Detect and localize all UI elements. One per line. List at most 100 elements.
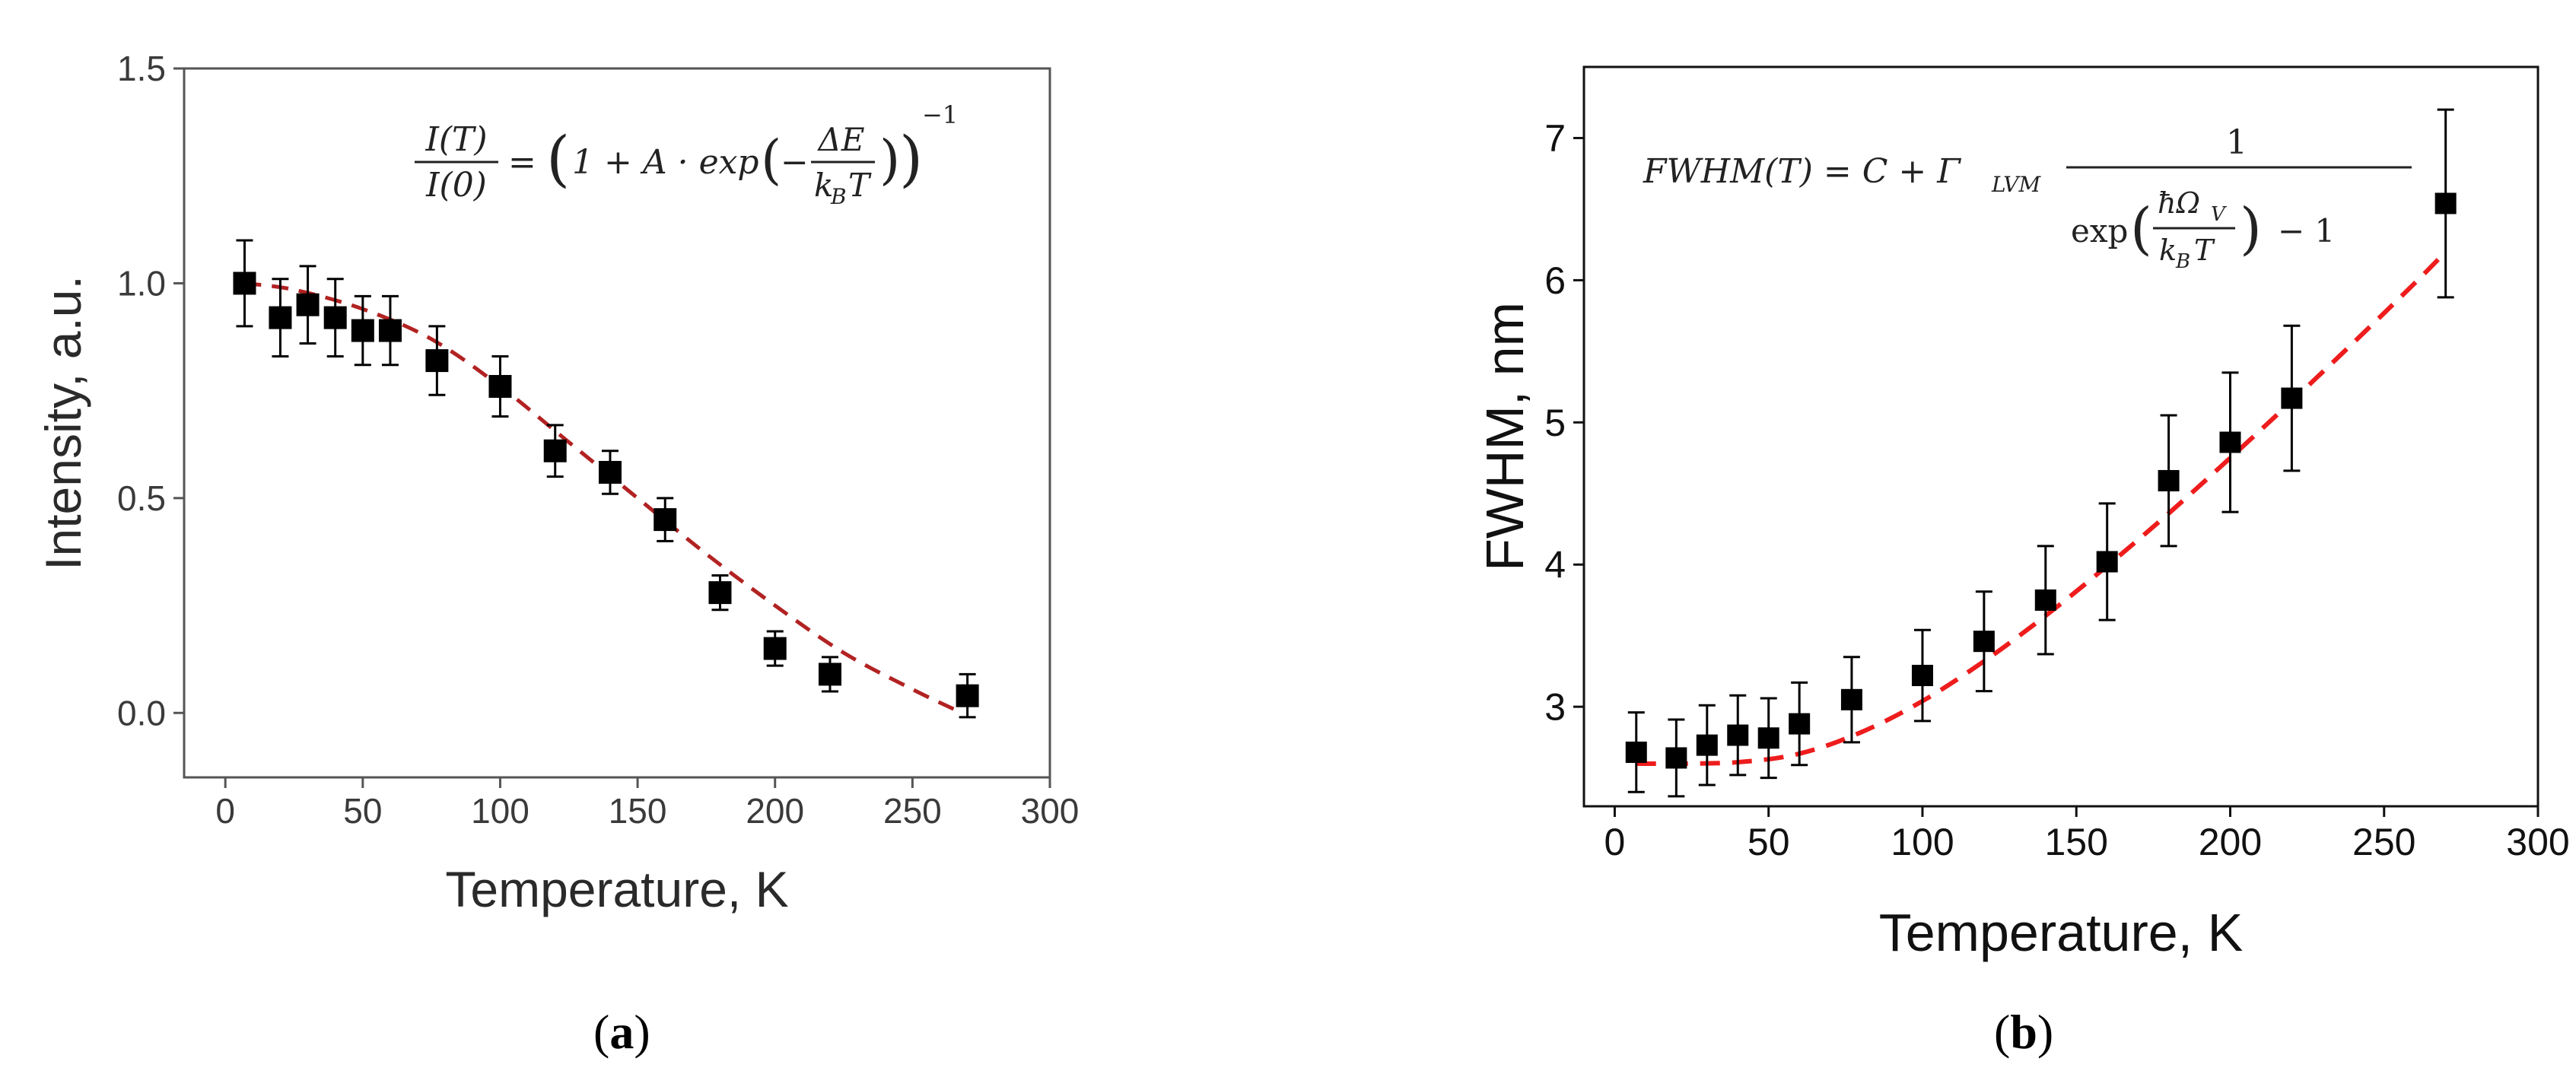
formula-b-lhs-sub: LVM [1991, 172, 2041, 197]
formula-b-inner-num-sub: V [2211, 203, 2227, 226]
panel-b-data-point [2158, 414, 2180, 548]
panel-a-caption: (a) [593, 1005, 650, 1059]
formula-b-open-paren: ( [2130, 196, 2152, 262]
panel-a-x-tick-label: 200 [746, 791, 804, 831]
panel-b-marker [1625, 741, 1647, 763]
panel-b-x-tick-label: 150 [2045, 821, 2108, 863]
formula-b-inner-den-k: k [2159, 234, 2177, 267]
panel-a-marker [425, 349, 449, 373]
panel-b-data-points [1625, 108, 2457, 798]
panel-a-data-point [488, 354, 512, 418]
formula-a-lhs-numerator: I(T) [425, 120, 487, 159]
panel-a-x-tick-label: 250 [883, 791, 942, 831]
panel-b-formula: FWHM(T) = C + Γ LVM 1 exp ( ħΩ V k B T )… [1643, 123, 2412, 273]
panel-a-data-points [233, 239, 979, 719]
panel-b-data-point [1727, 694, 1749, 777]
panel-a-y-tick-label: 0.0 [117, 693, 166, 732]
panel-b-x-tick-label: 200 [2199, 821, 2262, 863]
panel-a-chart: 0 50 100 150 200 250 300 0.0 0.5 1.0 1.5 Temperat… [35, 49, 1079, 917]
panel-a-marker [708, 581, 732, 605]
panel-b-x-tick-label: 50 [1748, 821, 1790, 863]
panel-b-x-tick-label: 300 [2506, 821, 2569, 863]
panel-a-marker [763, 637, 787, 660]
panel-b-fit-curve-group [1636, 249, 2447, 767]
panel-b-y-tick-label: 5 [1544, 402, 1566, 444]
panel-b-marker [1789, 713, 1811, 735]
panel-a-data-point [323, 278, 347, 358]
formula-a-one-plus-a: 1 + A · exp [572, 143, 759, 182]
panel-a-marker [488, 374, 512, 398]
formula-b-inner-den-sub: B [2175, 250, 2190, 273]
panel-b-y-tick-label: 3 [1544, 686, 1566, 729]
formula-a-equals: = [508, 143, 536, 182]
panel-b-data-point [1757, 697, 1779, 780]
panel-b-data-point [1911, 628, 1933, 723]
formula-b-inner-den-t: T [2194, 234, 2215, 267]
panel-b-caption-open: ( [1994, 1005, 2010, 1059]
panel-b-x-tick-label: 100 [1891, 821, 1954, 863]
formula-a-close-paren: ) [899, 123, 923, 194]
panel-a-data-point [763, 630, 787, 667]
formula-b-exp: exp [2071, 212, 2128, 249]
panel-b-data-point [2281, 324, 2303, 472]
panel-a-marker [296, 293, 320, 316]
formula-b-lhs: FWHM(T) = C + Γ [1643, 152, 1961, 191]
formula-a-power: −1 [922, 100, 958, 129]
panel-a-marker [378, 319, 402, 342]
panel-a-marker [654, 508, 677, 532]
formula-a-open-paren: ( [546, 123, 570, 194]
panel-a-fit-curve [244, 281, 963, 715]
formula-a-inner-open-paren: ( [761, 129, 781, 191]
panel-a-marker [543, 439, 567, 462]
panel-b-data-point [1665, 718, 1687, 798]
panel-b-marker [2034, 589, 2056, 611]
panel-b-marker [1757, 727, 1779, 749]
panel-a-x-tick-label: 100 [471, 791, 530, 831]
panel-a-y-ticks: 0.0 0.5 1.0 1.5 [117, 49, 184, 732]
panel-a-marker [598, 460, 622, 484]
panel-b-marker [1840, 688, 1862, 710]
panel-a-fit-curve-group [244, 281, 963, 715]
panel-a-marker [818, 663, 841, 686]
panel-a-data-point [956, 672, 979, 719]
panel-a-x-tick-label: 50 [343, 791, 382, 831]
panel-a-data-point [351, 294, 374, 367]
panel-b-data-point [2219, 371, 2241, 513]
panel-b-marker [2219, 431, 2241, 453]
panel-b-plot-frame [1582, 65, 2539, 808]
panel-b-marker [1911, 665, 1933, 687]
formula-b-minus-one: − 1 [2278, 212, 2335, 249]
panel-a-x-tick-label: 150 [609, 791, 667, 831]
formula-b-inner-num: ħΩ [2158, 186, 2200, 220]
panel-a-data-point [543, 424, 567, 478]
panel-b-marker [1696, 734, 1718, 756]
panel-b-data-point [1625, 711, 1647, 793]
panel-b-y-axis-title: FWHM, nm [1475, 302, 1534, 571]
panel-b-y-tick-label: 7 [1544, 117, 1566, 160]
panel-a-x-tick-label: 0 [215, 791, 235, 831]
panel-a-formula: I(T) I(0) = ( 1 + A · exp ( − ΔE k B T )… [415, 100, 958, 209]
panel-b-marker [1973, 631, 1995, 653]
panel-b-data-point [1789, 681, 1811, 767]
panel-b-data-point [1696, 704, 1718, 787]
panel-b-x-axis-title: Temperature, K [1879, 903, 2244, 962]
panel-a-data-point [598, 450, 622, 495]
panel-b-y-tick-label: 6 [1544, 259, 1566, 302]
panel-a-marker [351, 319, 374, 342]
panel-a-data-point [708, 574, 732, 612]
panel-a-data-point [654, 497, 677, 542]
panel-a-data-point [378, 294, 402, 367]
formula-a-frac-numerator: ΔE [817, 121, 865, 158]
panel-b-y-ticks: 3 4 5 6 7 [1544, 117, 1584, 729]
panel-a-x-axis-title: Temperature, K [445, 861, 788, 917]
formula-a-frac-den-t: T [848, 167, 872, 204]
panel-a-y-tick-label: 1.5 [117, 49, 166, 88]
panel-a-y-tick-label: 0.5 [117, 478, 166, 518]
formula-a-frac-den-k: k [814, 167, 833, 204]
formula-a-inner-close-paren: ) [879, 129, 900, 191]
formula-a-minus: − [781, 143, 809, 182]
panel-a-y-tick-label: 1.0 [117, 264, 166, 303]
panel-b-caption: (b) [1994, 1005, 2053, 1059]
